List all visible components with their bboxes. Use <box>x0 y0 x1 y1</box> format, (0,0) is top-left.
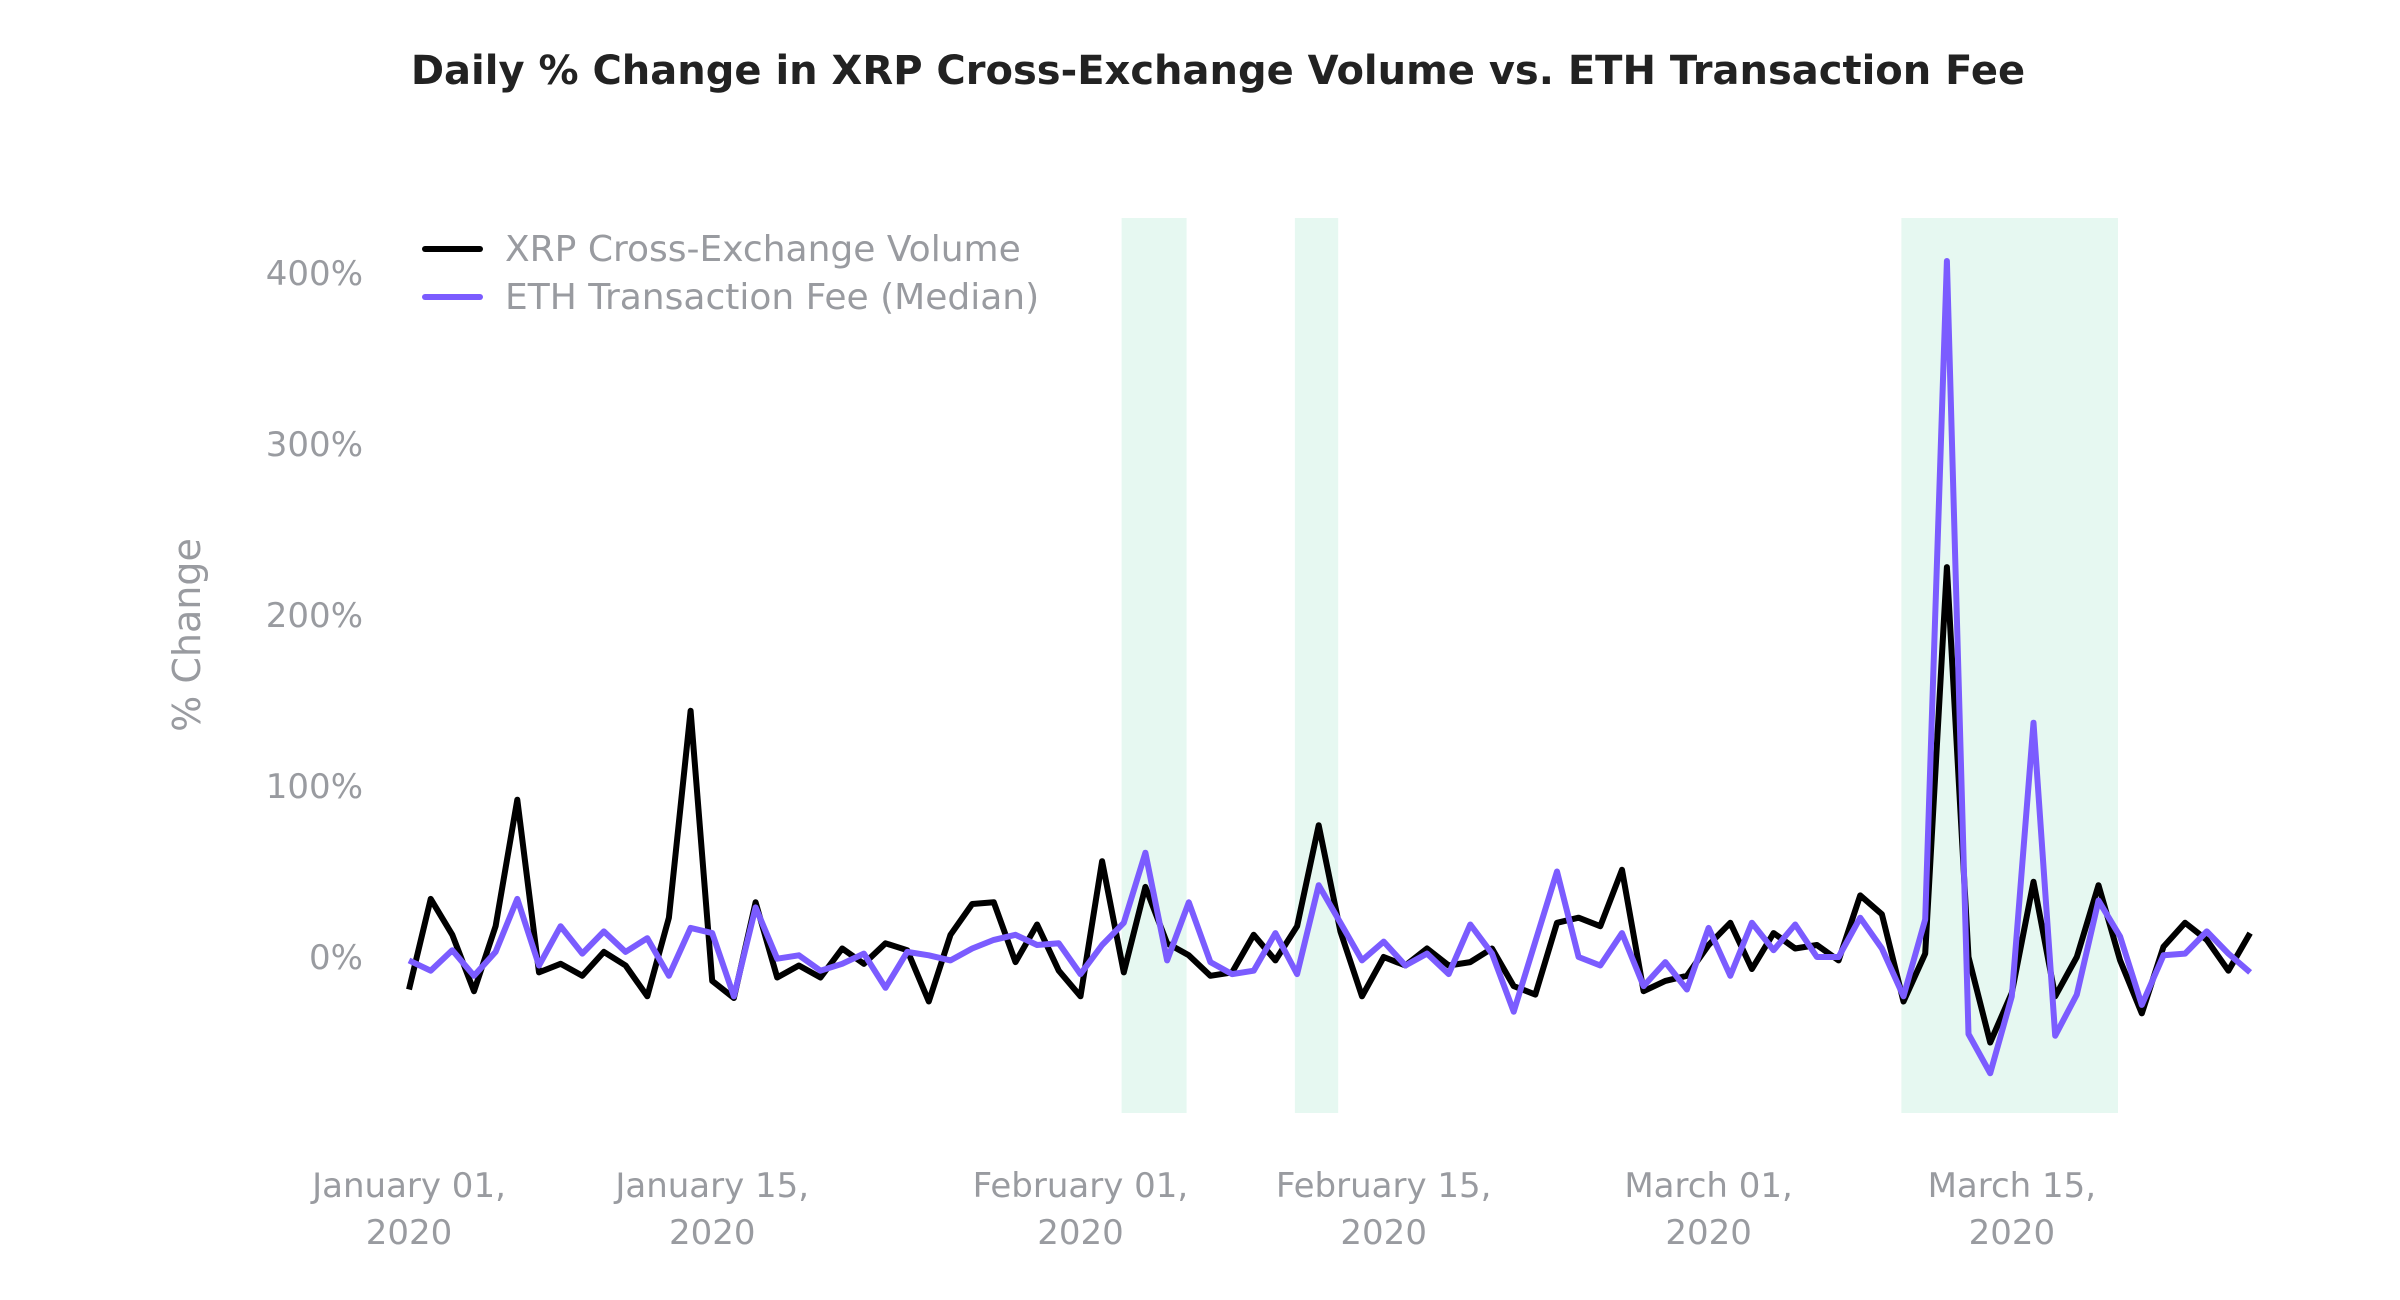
x-tick-label: March 01, 2020 <box>1624 1166 1793 1253</box>
series-line-1 <box>407 258 2253 1077</box>
y-axis-label: % Change <box>165 538 209 732</box>
y-tick-label: 400% <box>266 254 363 294</box>
y-tick-label: 300% <box>266 425 363 465</box>
y-axis-ticks: 0% 100% 200% 300% 400% <box>266 254 363 978</box>
x-tick-label: January 01, 2020 <box>310 1166 506 1253</box>
chart-title: Daily % Change in XRP Cross-Exchange Vol… <box>411 48 2025 94</box>
x-tick-label: February 15, 2020 <box>1276 1166 1492 1253</box>
x-axis-ticks: January 01, 2020 January 15, 2020 February 0… <box>310 1166 2096 1253</box>
x-tick-label: January 15, 2020 <box>613 1166 809 1253</box>
shaded-region-0 <box>1121 218 1187 1113</box>
shaded-region-1 <box>1294 218 1339 1113</box>
legend-label-eth: ETH Transaction Fee (Median) <box>505 277 1039 318</box>
x-tick-label: March 15, 2020 <box>1928 1166 2097 1253</box>
y-tick-label: 200% <box>266 596 363 636</box>
series-line-0 <box>406 564 2253 1046</box>
series-lines <box>406 258 2253 1077</box>
y-tick-label: 0% <box>309 938 363 978</box>
x-tick-label: February 01, 2020 <box>973 1166 1189 1253</box>
y-tick-label: 100% <box>266 767 363 807</box>
legend: XRP Cross-Exchange Volume ETH Transactio… <box>422 229 1039 318</box>
legend-label-xrp: XRP Cross-Exchange Volume <box>505 229 1021 270</box>
